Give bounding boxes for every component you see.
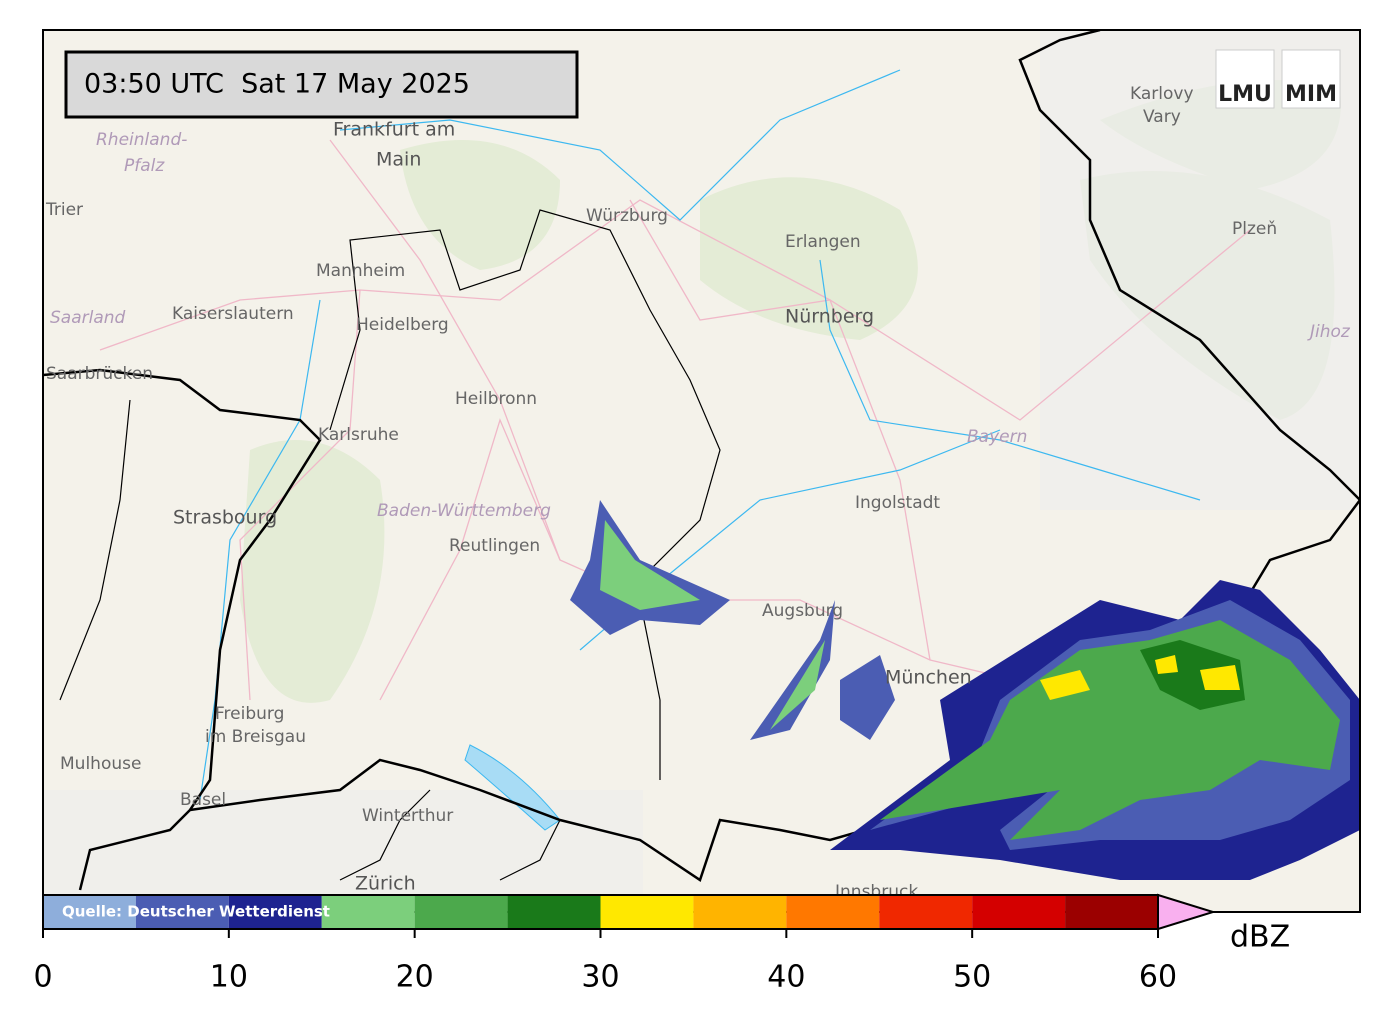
place-label: München [885,667,972,689]
place-label: Frankfurt am [333,119,455,141]
logo-text: LMU [1218,82,1272,107]
place-label: Bayern [967,427,1027,447]
place-label: Jihoz [1307,322,1351,342]
colorbar-bin [414,895,508,929]
colorbar-tick-label: 10 [210,960,248,995]
place-label: Heidelberg [356,315,449,335]
colorbar-bin [972,895,1066,929]
place-label: Trier [45,200,83,220]
place-label: Baden-Württemberg [377,501,551,521]
place-label: Strasbourg [173,507,277,529]
place-label: Saarbrücken [46,364,153,384]
colorbar-bin [507,895,601,929]
place-label: Basel [180,790,226,810]
place-label: Mannheim [316,261,405,281]
place-label: Augsburg [762,601,843,621]
place-label: Karlovy [1130,84,1194,104]
place-label: Karlsruhe [318,425,399,445]
place-label: im Breisgau [205,727,306,747]
radar-echoes [570,500,1360,880]
colorbar-bin [228,895,322,929]
place-label: Pfalz [124,156,165,176]
colorbar-bin [135,895,229,929]
place-label: Vary [1143,107,1181,127]
place-label: Zürich [355,873,416,895]
place-label: Ingolstadt [855,493,940,513]
place-label: Winterthur [362,806,453,826]
colorbar: Quelle: Deutscher Wetterdienst 0 10 20 30 40 5… [33,893,1290,995]
place-label: Kaiserslautern [172,304,294,324]
place-label: Erlangen [785,232,861,252]
place-labels: Frankfurt am Main Würzburg Erlangen Nürn… [45,84,1351,902]
logo-box [1215,49,1275,109]
place-label: Plzeň [1232,219,1277,239]
logo: LMU MIM [1215,49,1341,109]
colorbar-tick-label: 0 [33,960,52,995]
colorbar-bin [600,895,694,929]
place-label: Reutlingen [449,536,540,556]
place-label: Freiburg [215,704,284,724]
colorbar-tick-label: 20 [396,960,434,995]
place-label: Nürnberg [785,306,874,328]
switzerland-shade [43,790,643,912]
colorbar-unit: dBZ [1230,920,1290,955]
colorbar-tick-label: 40 [767,960,805,995]
map: Frankfurt am Main Würzburg Erlangen Nürn… [43,30,1360,912]
colorbar-bin [693,895,787,929]
place-label: Main [376,149,421,171]
colorbar-tick-label: 60 [1139,960,1177,995]
timestamp: 03:50 UTC Sat 17 May 2025 [84,69,470,100]
place-label: Heilbronn [455,389,537,409]
colorbar-bin [321,895,415,929]
logo-box [1281,49,1341,109]
colorbar-bin [879,895,973,929]
colorbar-bin [786,895,880,929]
place-label: Saarland [50,308,126,328]
colorbar-bin [43,895,136,929]
colorbar-source: Quelle: Deutscher Wetterdienst [62,903,330,921]
place-label: Mulhouse [60,754,141,774]
roads [99,139,1251,701]
timestamp-box [64,50,579,119]
colorbar-bin [1065,895,1158,929]
place-label: Würzburg [586,206,668,226]
czechia-shade [1040,30,1360,510]
rivers [199,69,1201,831]
logo-text: MIM [1285,82,1337,107]
colorbar-tick-label: 50 [953,960,991,995]
place-label: Rheinland- [96,130,187,150]
colorbar-tick-label: 30 [581,960,619,995]
